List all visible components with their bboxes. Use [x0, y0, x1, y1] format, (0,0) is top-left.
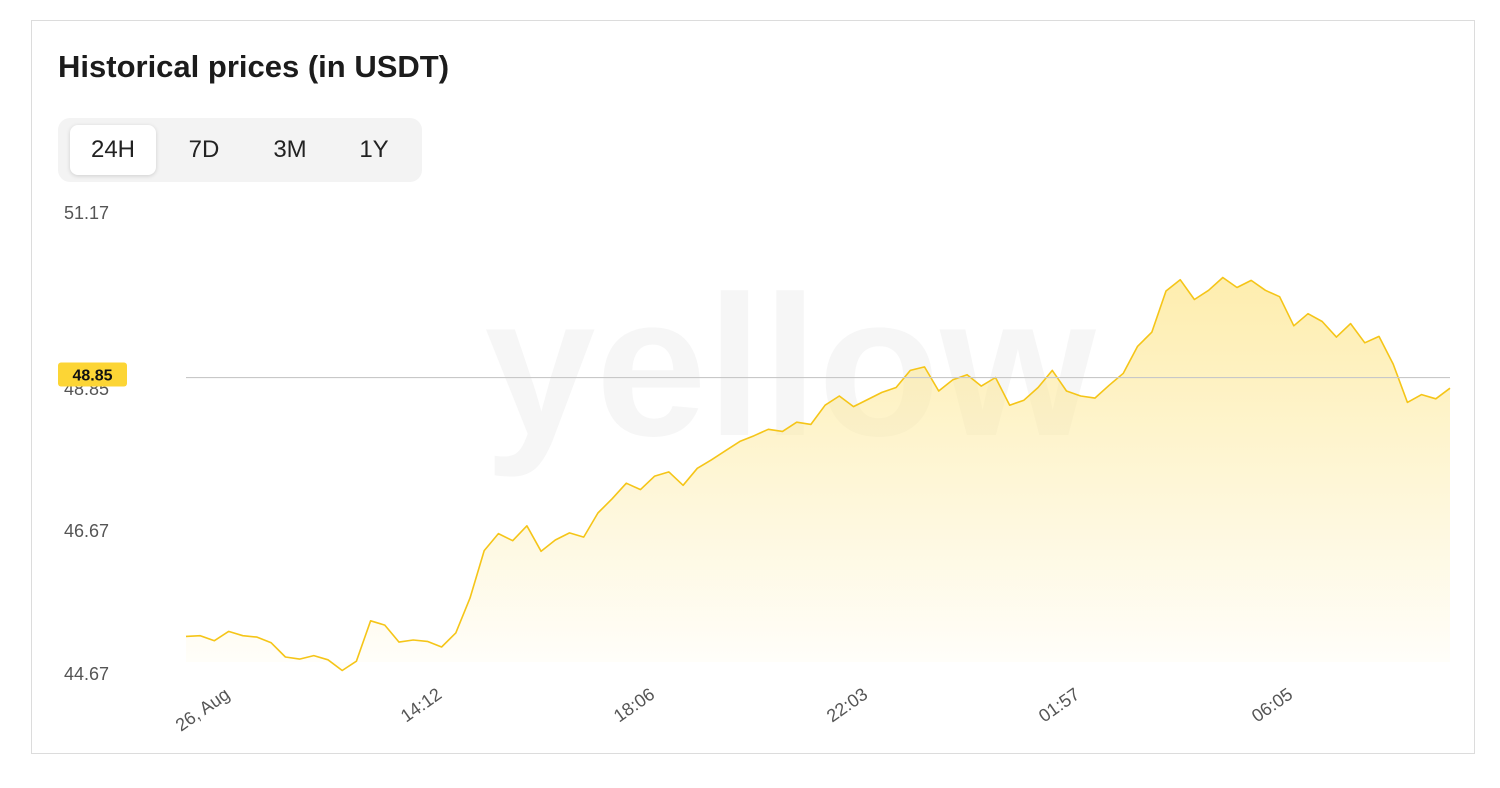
- y-tick-label: 44.67: [64, 664, 109, 684]
- x-tick-label: 06:05: [1248, 684, 1296, 726]
- tab-24h[interactable]: 24H: [70, 125, 156, 175]
- x-tick-label: 26, Aug: [172, 684, 233, 735]
- time-range-tabs: 24H 7D 3M 1Y: [58, 118, 422, 182]
- tab-1y[interactable]: 1Y: [359, 136, 389, 163]
- x-tick-label: 14:12: [397, 684, 445, 726]
- tab-7d[interactable]: 7D: [188, 136, 220, 163]
- price-line: [185, 276, 1451, 672]
- current-price-label: 48.85: [72, 368, 112, 385]
- x-tick-label: 01:57: [1035, 684, 1083, 726]
- x-tick-label: 22:03: [823, 684, 871, 726]
- tab-3m[interactable]: 3M: [273, 136, 307, 163]
- y-tick-label: 51.17: [64, 203, 109, 223]
- current-price-badge: [58, 362, 127, 387]
- chart-title: Historical prices (in USDT): [58, 49, 450, 84]
- y-tick-label: 46.67: [64, 521, 109, 541]
- x-tick-label: 18:06: [610, 684, 658, 726]
- price-area: [186, 277, 1450, 671]
